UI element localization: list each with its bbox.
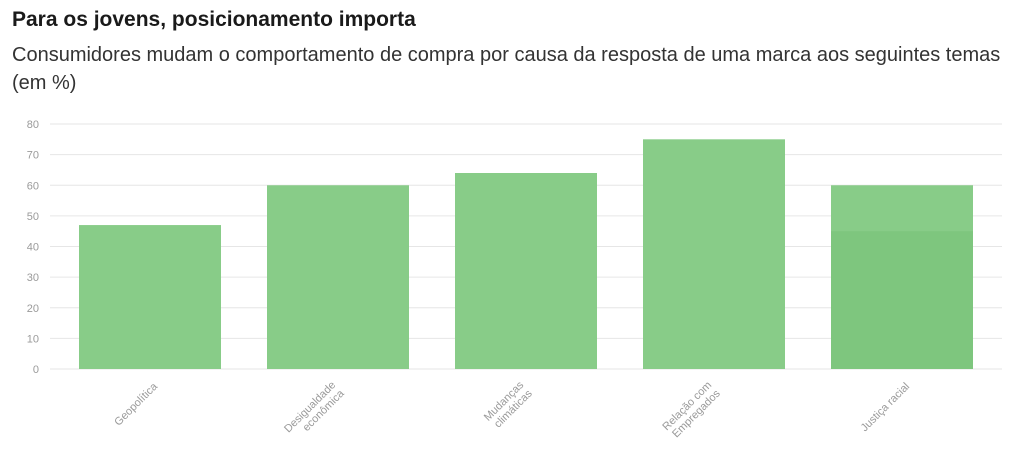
x-axis-ticks: Geopolítica Desigualdadeeconômica Mudanças…: [112, 379, 912, 444]
chart-subtitle: Consumidores mudam o comportamento de co…: [12, 44, 1001, 94]
y-tick-label: 40: [27, 242, 39, 254]
x-tick-label: Desigualdadeeconômica: [282, 379, 347, 444]
bar: [455, 173, 597, 369]
chart-title: Para os jovens, posicionamento importa: [12, 8, 416, 31]
y-tick-label: 80: [27, 119, 39, 131]
bars: [79, 139, 973, 369]
x-tick-label: Justiça racial: [859, 381, 912, 434]
y-tick-label: 70: [27, 150, 39, 162]
y-tick-label: 30: [27, 272, 39, 284]
bar-overlay: [831, 231, 973, 369]
y-tick-label: 20: [27, 303, 39, 315]
y-tick-label: 10: [27, 333, 39, 345]
y-tick-label: 60: [27, 180, 39, 192]
bar: [643, 139, 785, 369]
bar: [267, 185, 409, 369]
y-axis-ticks: 0 10 20 30 40 50 60 70 80: [27, 119, 39, 376]
x-tick-label: Geopolítica: [112, 380, 160, 428]
y-tick-label: 50: [27, 211, 39, 223]
x-tick-label: Mudançasclimáticas: [482, 379, 535, 432]
x-tick-label: Relação comEmpregados: [660, 379, 723, 442]
y-tick-label: 0: [33, 364, 39, 376]
bar: [79, 225, 221, 369]
